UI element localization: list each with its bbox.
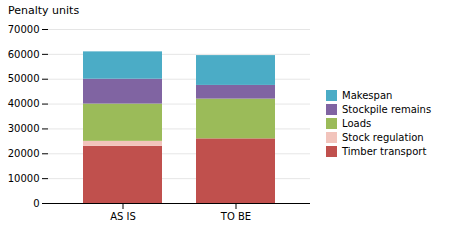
html-text:Penalty units: Penalty units	[8, 4, 80, 17]
svg-text:20000: 20000	[8, 148, 40, 159]
svg-text:40000: 40000	[8, 98, 40, 109]
html-text:Stockpile remains: Stockpile remains	[342, 103, 432, 115]
svg-text:50000: 50000	[8, 73, 40, 84]
svg-text:60000: 60000	[8, 49, 40, 60]
svg-text:TO BE: TO BE	[220, 211, 251, 222]
html-text:Loads: Loads	[342, 117, 372, 129]
html-text:Makespan: Makespan	[342, 89, 393, 101]
html-text:Timber transport: Timber transport	[342, 145, 427, 157]
svg-text:AS IS: AS IS	[110, 211, 136, 222]
svg-text:10000: 10000	[8, 173, 40, 184]
svg-text:0: 0	[33, 198, 39, 209]
svg-text:30000: 30000	[8, 123, 40, 134]
svg-text:70000: 70000	[8, 24, 40, 35]
html-text:Stock regulation: Stock regulation	[342, 131, 424, 143]
